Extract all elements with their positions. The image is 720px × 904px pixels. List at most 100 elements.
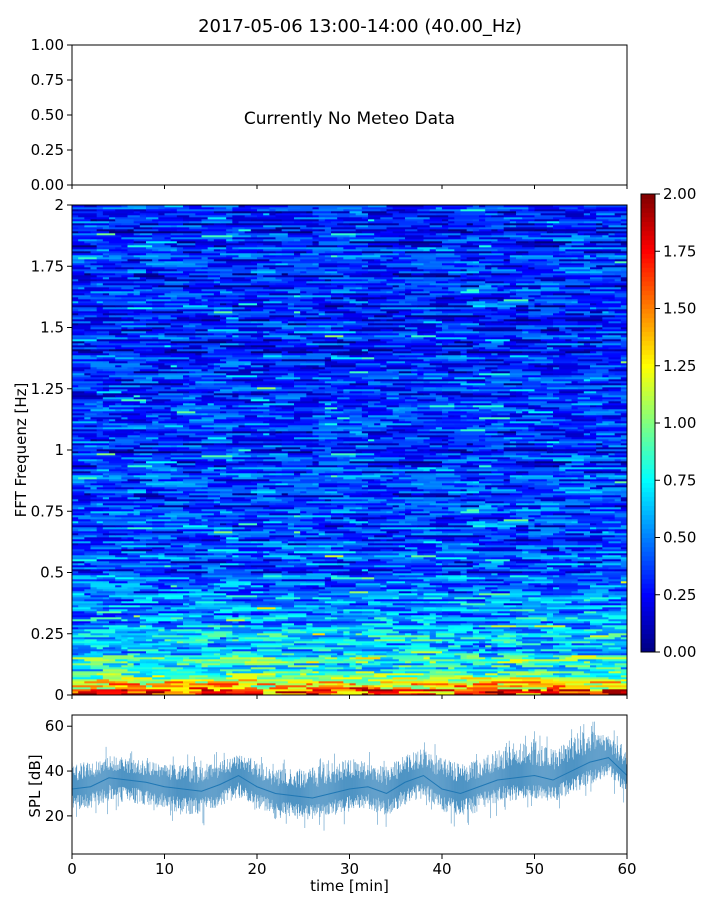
spectrogram-cell: [578, 565, 597, 567]
spectrogram-cell: [380, 663, 393, 665]
spectrogram-cell: [72, 435, 79, 437]
spectrogram-cell: [288, 511, 301, 513]
spectrogram-cell: [202, 621, 227, 623]
spectrogram-cell: [485, 527, 498, 529]
spectrogram-cell: [177, 463, 196, 465]
spectrogram-cell: [337, 623, 362, 625]
spectrogram-cell: [522, 637, 553, 639]
spectrogram-cell: [300, 673, 307, 675]
spectrogram-cell: [350, 665, 363, 667]
spectrogram-cell: [220, 505, 245, 507]
spectrogram-cell: [294, 659, 325, 661]
spectrogram-cell: [454, 525, 473, 527]
spectrogram-cell: [325, 551, 356, 553]
spectrogram-cell: [596, 451, 615, 453]
spectrogram-cell: [239, 393, 252, 395]
spectrogram-cell: [232, 639, 239, 641]
spectrogram-cell: [134, 591, 159, 593]
spectrogram-cell: [276, 537, 307, 539]
spectrogram-cell: [393, 413, 418, 415]
spectrogram-cell: [183, 657, 190, 659]
spectrogram-cell: [72, 469, 85, 471]
spectrogram-cell: [276, 381, 295, 383]
spectrogram-cell: [313, 689, 332, 691]
spectrogram-cell: [504, 655, 529, 657]
spectrogram-cell: [621, 541, 628, 543]
spectrogram-cell: [350, 397, 381, 399]
spectrogram-cell: [152, 399, 171, 401]
spectrogram-cell: [541, 421, 554, 423]
spectrogram-cell: [294, 385, 319, 387]
spectrogram-cell: [245, 395, 276, 397]
spectrogram-cell: [430, 437, 455, 439]
spectrogram-cell: [343, 547, 362, 549]
spectrogram-cell: [72, 499, 79, 501]
spectrogram-cell: [97, 619, 122, 621]
spectrogram-cell: [158, 553, 165, 555]
spectrogram-cell: [590, 405, 597, 407]
spectrogram-cell: [140, 663, 159, 665]
spectrogram-cell: [553, 465, 560, 467]
spectrogram-cell: [319, 397, 338, 399]
spectrogram-cell: [454, 441, 479, 443]
spectrogram-cell: [504, 691, 535, 693]
spectrogram-cell: [356, 445, 369, 447]
spectrogram-cell: [528, 395, 547, 397]
spectrogram-cell: [251, 565, 276, 567]
spectrogram-cell: [473, 443, 492, 445]
spectrogram-cell: [128, 633, 159, 635]
spectrogram-cell: [97, 565, 122, 567]
spectrogram-cell: [263, 475, 276, 477]
spectrogram-cell: [214, 415, 245, 417]
spectrogram-cell: [152, 597, 165, 599]
spectrogram-cell: [362, 403, 375, 405]
spectrogram-cell: [189, 543, 202, 545]
spectrogram-cell: [183, 525, 208, 527]
spectrogram-cell: [220, 495, 251, 497]
spectrogram-cell: [393, 409, 400, 411]
spectrogram-cell: [565, 573, 572, 575]
spectrogram-cell: [510, 373, 541, 375]
spectrogram-cell: [602, 491, 627, 493]
spectrogram-cell: [399, 631, 418, 633]
spectrogram-cell: [467, 661, 474, 663]
spectrogram-cell: [621, 495, 628, 497]
spectrogram-cell: [491, 403, 504, 405]
spectrogram-cell: [615, 479, 628, 481]
spectrogram-cell: [350, 675, 375, 677]
spectrogram-cell: [232, 607, 257, 609]
spectrogram-cell: [220, 441, 233, 443]
spectrogram-cell: [374, 541, 405, 543]
spectrogram-cell: [103, 525, 116, 527]
spectrogram-cell: [189, 571, 208, 573]
spectrogram-cell: [183, 423, 214, 425]
spectrogram-cell: [553, 393, 578, 395]
spectrogram-cell: [109, 595, 128, 597]
spectrogram-cell: [368, 437, 381, 439]
spectrogram-cell: [91, 409, 116, 411]
spectrogram-cell: [535, 435, 566, 437]
spectrogram-cell: [103, 537, 122, 539]
spectrogram-cell: [257, 677, 276, 679]
spectrogram-cell: [202, 665, 209, 667]
spectrogram-cell: [177, 515, 202, 517]
spectrogram-cell: [245, 537, 276, 539]
spectrogram-cell: [572, 473, 597, 475]
spectrogram-cell: [202, 579, 221, 581]
spectrogram-cell: [214, 487, 245, 489]
spectrogram-cell: [547, 667, 578, 669]
spectrogram-cell: [350, 411, 369, 413]
spectrogram-cell: [313, 377, 332, 379]
spectrogram-cell: [109, 609, 128, 611]
spectrogram-cell: [276, 465, 283, 467]
spectrogram-cell: [214, 419, 233, 421]
spectrogram-cell: [559, 507, 590, 509]
spectrogram-cell: [282, 639, 313, 641]
spectrogram-cell: [306, 579, 325, 581]
spectrogram-cell: [553, 575, 560, 577]
spectrogram-cell: [461, 409, 480, 411]
spectrogram-cell: [300, 525, 325, 527]
spectrogram-cell: [232, 621, 239, 623]
spectrogram-cell: [590, 563, 621, 565]
spectrogram-cell: [621, 563, 628, 565]
